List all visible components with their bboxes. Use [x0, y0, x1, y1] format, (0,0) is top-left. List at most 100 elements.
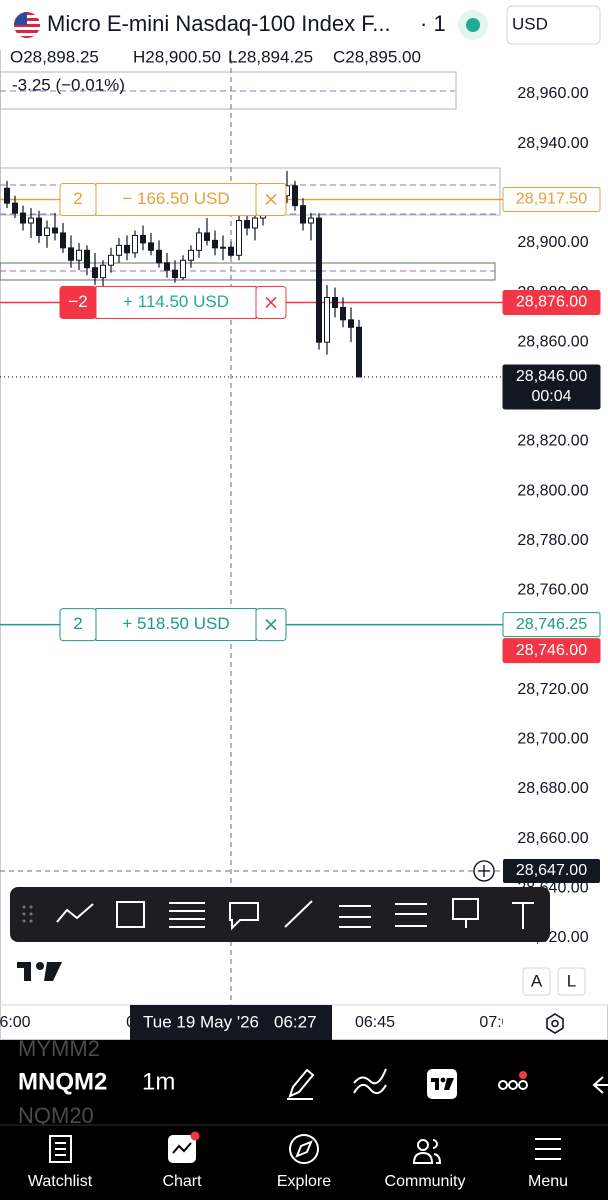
candle-body	[132, 234, 138, 254]
tool-line[interactable]	[284, 900, 313, 928]
watchlist-icon[interactable]	[49, 1135, 72, 1163]
symbol-carousel: MYMM2 MNQM2 NQM20	[18, 1036, 107, 1128]
menu-icon[interactable]	[535, 1138, 561, 1160]
nav-label[interactable]: Community	[385, 1173, 466, 1190]
candle-body	[60, 232, 66, 249]
crosshair-labels: 28,647.00 Tue 19 May '26 06:27	[130, 858, 600, 1040]
market-status-dot	[466, 18, 480, 32]
nav-label[interactable]: Explore	[277, 1173, 331, 1190]
tool-short[interactable]	[395, 903, 427, 927]
order-widget[interactable]: 2 + 518.50 USD	[59, 608, 287, 642]
candle-body	[148, 242, 154, 251]
price-label-box	[502, 638, 601, 664]
tv-button-logo	[431, 1077, 454, 1090]
tv-button[interactable]	[427, 1069, 457, 1099]
bar-icons	[287, 1068, 387, 1100]
y-tick-label: 28,760.00	[517, 582, 588, 599]
tool-rect[interactable]	[116, 901, 145, 928]
back-icon[interactable]	[592, 1076, 608, 1094]
ohlc-open: O28,898.25	[10, 47, 99, 66]
grip	[22, 905, 33, 923]
price-label-time: 00:04	[531, 388, 571, 405]
candle-body	[164, 262, 170, 271]
candle-body	[244, 220, 250, 229]
tool-long[interactable]	[339, 905, 371, 928]
currency-dropdown[interactable]	[506, 5, 601, 45]
symbol-prev[interactable]: MYMM2	[18, 1036, 100, 1061]
price-label-box	[502, 364, 601, 410]
crosshair-time-box	[130, 1005, 332, 1040]
tool-text[interactable]	[512, 902, 534, 929]
crosshair-price-box	[503, 858, 600, 883]
order-widget[interactable]: −2 + 114.50 USD	[59, 285, 287, 319]
y-tick-label: 28,860.00	[517, 333, 588, 350]
auto-scale-button[interactable]	[522, 967, 551, 996]
nav-label[interactable]: Watchlist	[28, 1173, 93, 1190]
settings-icon-core	[551, 1019, 559, 1028]
candle-body	[204, 232, 210, 241]
tool-fib[interactable]	[169, 902, 205, 928]
candle-body	[84, 249, 90, 269]
candle-body	[212, 239, 218, 249]
candle-body	[220, 246, 226, 249]
order-close-icon	[265, 193, 277, 206]
price-label-box	[502, 289, 601, 315]
y-tick-label: 28,900.00	[517, 234, 588, 251]
more-icon[interactable]	[498, 1080, 528, 1090]
candle-body	[332, 297, 338, 308]
indicators-icon[interactable]	[353, 1068, 387, 1095]
order-pnl-box[interactable]	[95, 285, 257, 319]
order-pnl: + 114.50 USD	[123, 292, 229, 311]
y-tick-label: 28,800.00	[517, 482, 588, 499]
x-tick-label: 6:00	[0, 1014, 31, 1031]
tool-callout[interactable]	[229, 902, 259, 931]
tool-trend[interactable]	[56, 903, 94, 923]
symbol-next[interactable]: NQM20	[18, 1103, 94, 1128]
currency: USD	[512, 14, 548, 33]
order-pnl: − 166.50 USD	[122, 189, 229, 208]
order-close-icon	[265, 296, 277, 309]
symbol-title[interactable]: Micro E-mini Nasdaq-100 Index F...	[47, 11, 391, 36]
price-label: 28,876.00	[516, 294, 587, 311]
candle-body	[196, 232, 202, 251]
price-label: 28,917.50	[516, 191, 587, 208]
auto-scale-label: A	[531, 971, 543, 990]
candle-body	[292, 185, 298, 207]
price-labels: 28,917.50 28,876.00 28,846.00 00:04 28,746.2…	[502, 186, 601, 664]
order-qty: 2	[73, 614, 82, 633]
nav-label[interactable]: Chart	[162, 1173, 202, 1190]
y-tick-label: 28,820.00	[517, 433, 588, 450]
candle-body	[156, 249, 162, 264]
draw-icon[interactable]	[287, 1068, 315, 1100]
nav-label[interactable]: Menu	[528, 1173, 568, 1190]
candle-body	[20, 212, 26, 224]
candle-body	[236, 220, 242, 256]
community-icon[interactable]	[412, 1138, 442, 1164]
nav-icons	[49, 1134, 561, 1164]
order-widget[interactable]: 2 − 166.50 USD	[59, 182, 287, 216]
order-close-icon	[265, 618, 277, 631]
chart-notification	[190, 1131, 200, 1141]
ohlc-change: -3.25 (−0.01%)	[12, 75, 125, 94]
settings-icon[interactable]	[546, 1013, 564, 1034]
candle-body	[252, 217, 258, 229]
candle-body	[340, 306, 346, 321]
symbol-current[interactable]: MNQM2	[18, 1068, 107, 1095]
y-tick-label: 28,700.00	[517, 731, 588, 748]
chart-icon-line	[172, 1142, 192, 1154]
nav-labels: Watchlist Chart Explore Community Menu	[28, 1173, 568, 1190]
log-scale-button[interactable]	[557, 967, 586, 996]
order-pnl-box[interactable]	[95, 182, 257, 216]
candle-body	[68, 247, 74, 261]
y-tick-label: 28,720.00	[517, 681, 588, 698]
ohlc-close: C28,895.00	[333, 47, 421, 66]
price-label: 28,846.00	[516, 368, 587, 385]
candle-body	[324, 297, 330, 343]
order-widgets[interactable]: 2 − 166.50 USD −2 + 114.50 USD 2 + 518.50 USD	[59, 182, 287, 642]
candle-body	[308, 217, 314, 224]
explore-icon[interactable]	[289, 1134, 319, 1164]
candle-body	[52, 227, 58, 234]
interval-button[interactable]: 1m	[142, 1068, 175, 1095]
